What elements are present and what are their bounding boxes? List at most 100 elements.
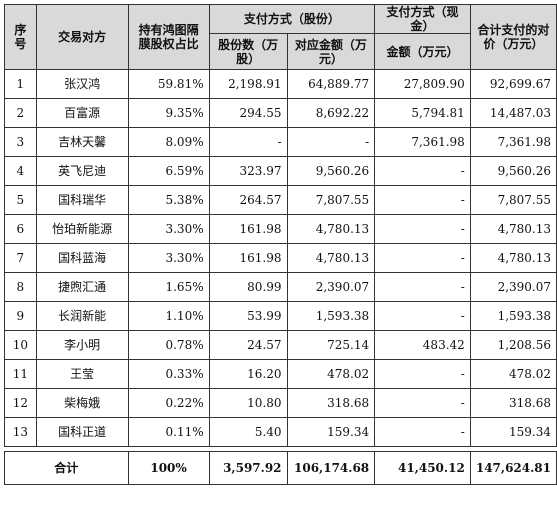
cell-seq: 12 — [4, 388, 37, 418]
cell-ratio: 8.09% — [127, 127, 210, 157]
cell-shares: - — [208, 127, 288, 157]
table-row: 2 百富源 9.35% 294.55 8,692.22 5,794.81 14,487.03 — [4, 98, 557, 128]
cell-share-amount: 1,593.38 — [286, 301, 376, 331]
table-body: 1 张汉鸿 59.81% 2,198.91 64,889.77 27,809.90 92,6… — [4, 69, 557, 447]
cell-party: 张汉鸿 — [35, 69, 129, 99]
cell-party: 吉林天馨 — [35, 127, 129, 157]
cell-party: 王莹 — [35, 359, 129, 389]
table-row: 9 长润新能 1.10% 53.99 1,593.38-1,593.38 — [4, 301, 557, 331]
cell-party: 国科瑞华 — [35, 185, 129, 215]
cell-shares: 10.80 — [208, 388, 288, 418]
cell-seq: 9 — [4, 301, 37, 331]
cell-shares: 161.98 — [208, 243, 288, 273]
cell-share-amount: 725.14 — [286, 330, 376, 360]
total-label: 合计 — [4, 451, 129, 485]
header-party: 交易对方 — [35, 4, 129, 70]
table-container: 序号 交易对方 持有鸿图隔膜股权占比 支付方式（股份） 支付方式（现金） 合计支… — [4, 4, 557, 485]
cell-ratio: 59.81% — [127, 69, 210, 99]
cell-party: 百富源 — [35, 98, 129, 128]
cell-ratio: 5.38% — [127, 185, 210, 215]
header-cash-payment: 支付方式（现金） — [374, 4, 471, 34]
cell-shares: 294.55 — [208, 98, 288, 128]
cell-shares: 16.20 — [208, 359, 288, 389]
table-row: 11 王莹 0.33% 16.20 478.02-478.02 — [4, 359, 557, 389]
cell-ratio: 1.10% — [127, 301, 210, 331]
cell-total: 1,208.56 — [469, 330, 557, 360]
cell-seq: 3 — [4, 127, 37, 157]
total-share-amount: 106,174.68 — [286, 451, 376, 485]
cell-party: 李小明 — [35, 330, 129, 360]
cell-seq: 7 — [4, 243, 37, 273]
cell-total: 2,390.07 — [469, 272, 557, 302]
cell-share-amount: 478.02 — [286, 359, 376, 389]
cell-total: 9,560.26 — [469, 156, 557, 186]
cell-share-amount: 4,780.13 — [286, 214, 376, 244]
cell-total: 159.34 — [469, 417, 557, 447]
cell-cash: - — [374, 272, 471, 302]
cell-ratio: 3.30% — [127, 214, 210, 244]
transaction-consideration-table: 序号 交易对方 持有鸿图隔膜股权占比 支付方式（股份） 支付方式（现金） 合计支… — [4, 4, 557, 485]
cell-share-amount: 318.68 — [286, 388, 376, 418]
cell-cash: 483.42 — [374, 330, 471, 360]
table-row: 10 李小明 0.78% 24.57 725.14 483.42 1,208.56 — [4, 330, 557, 360]
table-row: 13 国科正道 0.11% 5.40 159.34-159.34 — [4, 417, 557, 447]
total-ratio: 100% — [127, 451, 210, 485]
cell-ratio: 1.65% — [127, 272, 210, 302]
cell-cash: - — [374, 301, 471, 331]
cell-share-amount: - — [286, 127, 376, 157]
table-row: 8 捷煦汇通 1.65% 80.99 2,390.07-2,390.07 — [4, 272, 557, 302]
cell-shares: 161.98 — [208, 214, 288, 244]
table-row: 12 柴梅娥 0.22% 10.80 318.68-318.68 — [4, 388, 557, 418]
cell-cash: - — [374, 417, 471, 447]
cell-seq: 13 — [4, 417, 37, 447]
cell-seq: 4 — [4, 156, 37, 186]
table-row: 7 国科蓝海 3.30% 161.98 4,780.13-4,780.13 — [4, 243, 557, 273]
total-shares: 3,597.92 — [208, 451, 288, 485]
total-cash: 41,450.12 — [374, 451, 471, 485]
cell-party: 怡珀新能源 — [35, 214, 129, 244]
cell-seq: 11 — [4, 359, 37, 389]
cell-ratio: 0.11% — [127, 417, 210, 447]
cell-shares: 323.97 — [208, 156, 288, 186]
cell-total: 92,699.67 — [469, 69, 557, 99]
cell-share-amount: 159.34 — [286, 417, 376, 447]
header-stock-payment: 支付方式（股份） — [208, 4, 376, 34]
cell-total: 4,780.13 — [469, 243, 557, 273]
cell-cash: - — [374, 388, 471, 418]
cell-total: 14,487.03 — [469, 98, 557, 128]
table-row: 1 张汉鸿 59.81% 2,198.91 64,889.77 27,809.90 92,6… — [4, 69, 557, 99]
cell-shares: 53.99 — [208, 301, 288, 331]
cell-shares: 80.99 — [208, 272, 288, 302]
cell-share-amount: 4,780.13 — [286, 243, 376, 273]
cell-seq: 2 — [4, 98, 37, 128]
total-row: 合计 100% 3,597.92 106,174.68 41,450.12 14… — [4, 451, 557, 485]
cell-party: 长润新能 — [35, 301, 129, 331]
cell-shares: 264.57 — [208, 185, 288, 215]
cell-seq: 1 — [4, 69, 37, 99]
cell-total: 478.02 — [469, 359, 557, 389]
cell-party: 国科蓝海 — [35, 243, 129, 273]
cell-total: 7,807.55 — [469, 185, 557, 215]
cell-seq: 6 — [4, 214, 37, 244]
header-ratio: 持有鸿图隔膜股权占比 — [127, 4, 210, 70]
cell-cash: 7,361.98 — [374, 127, 471, 157]
table-row: 6 怡珀新能源 3.30% 161.98 4,780.13-4,780.13 — [4, 214, 557, 244]
cell-cash: 27,809.90 — [374, 69, 471, 99]
cell-shares: 24.57 — [208, 330, 288, 360]
cell-shares: 5.40 — [208, 417, 288, 447]
cell-share-amount: 64,889.77 — [286, 69, 376, 99]
cell-party: 柴梅娥 — [35, 388, 129, 418]
total-consideration: 147,624.81 — [469, 451, 557, 485]
cell-total: 1,593.38 — [469, 301, 557, 331]
cell-share-amount: 2,390.07 — [286, 272, 376, 302]
cell-total: 318.68 — [469, 388, 557, 418]
cell-party: 英飞尼迪 — [35, 156, 129, 186]
cell-cash: - — [374, 214, 471, 244]
cell-seq: 5 — [4, 185, 37, 215]
cell-seq: 8 — [4, 272, 37, 302]
cell-ratio: 0.33% — [127, 359, 210, 389]
cell-share-amount: 7,807.55 — [286, 185, 376, 215]
table-row: 4 英飞尼迪 6.59% 323.97 9,560.26-9,560.26 — [4, 156, 557, 186]
header-total-price: 合计支付的对价（万元） — [469, 4, 557, 70]
cell-shares: 2,198.91 — [208, 69, 288, 99]
